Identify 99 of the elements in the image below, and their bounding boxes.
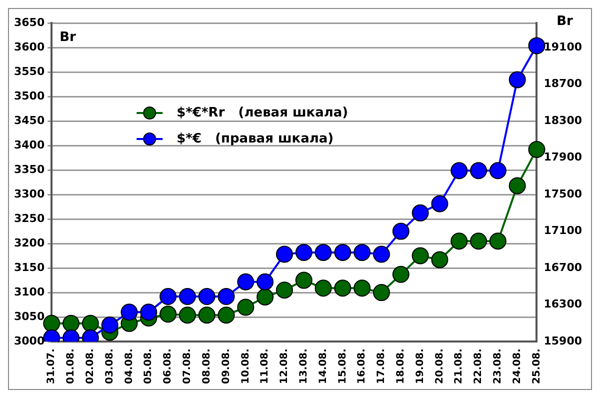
legend-label: $*€ (правая шкала) bbox=[176, 131, 334, 146]
point bbox=[314, 244, 332, 261]
x-tick-label: 04.08. bbox=[124, 348, 135, 384]
x-tick-label: 03.08. bbox=[104, 348, 116, 384]
y2-tick-label: 17100 bbox=[544, 224, 582, 238]
y2-tick-label: 18700 bbox=[544, 77, 582, 90]
point bbox=[198, 288, 216, 306]
y-tick-label: 3450 bbox=[14, 114, 45, 127]
x-tick-label: 08.08. bbox=[201, 348, 212, 384]
x-tick-label: 05.08. bbox=[143, 348, 154, 384]
point bbox=[62, 314, 80, 332]
x-tick-label: 16.08. bbox=[356, 348, 368, 384]
point bbox=[489, 162, 506, 180]
y2-tick-label: 16700 bbox=[544, 260, 582, 274]
point bbox=[178, 288, 196, 306]
point bbox=[528, 140, 546, 158]
x-tick-label: 18.08. bbox=[395, 348, 406, 384]
point bbox=[120, 304, 138, 321]
point bbox=[392, 222, 410, 240]
point bbox=[334, 244, 352, 261]
y-tick-label: 3200 bbox=[14, 236, 45, 250]
legend-label: $*€*Rr (левая шкала) bbox=[176, 105, 348, 120]
y-tick-label: 3050 bbox=[14, 310, 45, 323]
point bbox=[372, 284, 390, 302]
y2-tick-label: 18300 bbox=[544, 114, 582, 127]
point bbox=[218, 288, 235, 306]
point bbox=[276, 282, 293, 299]
x-tick-label: 10.08. bbox=[240, 348, 252, 384]
point bbox=[508, 71, 526, 88]
point bbox=[354, 244, 371, 261]
point bbox=[198, 306, 216, 324]
y2-tick-label: 15900 bbox=[544, 334, 582, 348]
x-tick-label: 17.08. bbox=[376, 348, 388, 384]
point bbox=[489, 232, 506, 250]
point bbox=[372, 246, 390, 263]
point bbox=[237, 273, 254, 290]
point bbox=[295, 244, 312, 261]
x-tick-label: 06.08. bbox=[162, 348, 174, 384]
point bbox=[256, 273, 274, 290]
point bbox=[470, 162, 488, 180]
point bbox=[256, 288, 274, 306]
point bbox=[470, 232, 488, 250]
y-tick-label: 3350 bbox=[14, 162, 45, 176]
point bbox=[450, 162, 468, 180]
point bbox=[392, 266, 410, 283]
point bbox=[450, 232, 468, 250]
y-axis-title: Br bbox=[60, 30, 77, 45]
x-tick-label: 11.08. bbox=[260, 348, 271, 384]
point bbox=[140, 304, 158, 321]
y-tick-label: 3000 bbox=[14, 334, 45, 348]
x-tick-label: 25.08. bbox=[531, 348, 542, 384]
point bbox=[295, 272, 312, 289]
point bbox=[412, 247, 429, 264]
x-tick-label: 15.08. bbox=[337, 348, 348, 384]
x-tick-label: 02.08. bbox=[85, 348, 96, 384]
x-tick-label: 21.08. bbox=[454, 348, 465, 384]
point bbox=[431, 251, 448, 268]
x-tick-label: 14.08. bbox=[318, 348, 329, 384]
point bbox=[82, 314, 99, 332]
y-tick-label: 3250 bbox=[14, 212, 45, 225]
y2-tick-label: 16300 bbox=[544, 298, 582, 311]
point bbox=[508, 177, 526, 194]
x-tick-label: 01.08. bbox=[66, 348, 77, 384]
x-tick-label: 19.08. bbox=[414, 348, 426, 384]
x-tick-label: 20.08. bbox=[434, 348, 446, 384]
y-tick-label: 3150 bbox=[14, 260, 45, 274]
y-tick-label: 3100 bbox=[14, 285, 45, 298]
point bbox=[354, 280, 371, 297]
point bbox=[160, 288, 177, 306]
point bbox=[334, 280, 352, 297]
x-tick-label: 23.08. bbox=[492, 348, 504, 384]
point bbox=[43, 314, 60, 332]
y-tick-label: 3300 bbox=[14, 187, 45, 200]
point bbox=[101, 316, 118, 334]
point bbox=[218, 306, 235, 324]
point bbox=[412, 204, 429, 222]
x-tick-label: 13.08. bbox=[298, 348, 310, 384]
y-tick-label: 3400 bbox=[14, 138, 45, 152]
point bbox=[314, 280, 332, 297]
x-tick-label: 07.08. bbox=[182, 348, 194, 384]
y-tick-label: 3500 bbox=[14, 89, 45, 102]
point bbox=[178, 306, 196, 324]
point bbox=[276, 246, 293, 263]
x-tick-label: 31.07. bbox=[46, 348, 58, 384]
x-tick-label: 22.08. bbox=[473, 348, 484, 384]
y-tick-label: 3600 bbox=[14, 40, 45, 54]
y2-tick-label: 19100 bbox=[544, 40, 582, 54]
y2-tick-label: 17500 bbox=[544, 187, 582, 200]
y2-axis-title: Br bbox=[556, 14, 574, 29]
point bbox=[431, 195, 448, 212]
y-tick-label: 3650 bbox=[14, 16, 45, 29]
point bbox=[160, 306, 177, 323]
x-tick-label: 24.08. bbox=[512, 348, 523, 384]
point bbox=[237, 298, 254, 316]
x-tick-label: 12.08. bbox=[279, 348, 290, 384]
y2-tick-label: 17900 bbox=[544, 150, 582, 164]
x-tick-label: 09.08. bbox=[220, 348, 232, 384]
point bbox=[528, 37, 546, 54]
y-tick-label: 3550 bbox=[14, 64, 45, 78]
